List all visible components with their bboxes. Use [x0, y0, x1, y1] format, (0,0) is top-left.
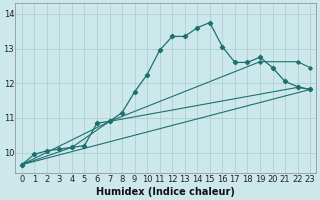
- X-axis label: Humidex (Indice chaleur): Humidex (Indice chaleur): [97, 187, 236, 197]
